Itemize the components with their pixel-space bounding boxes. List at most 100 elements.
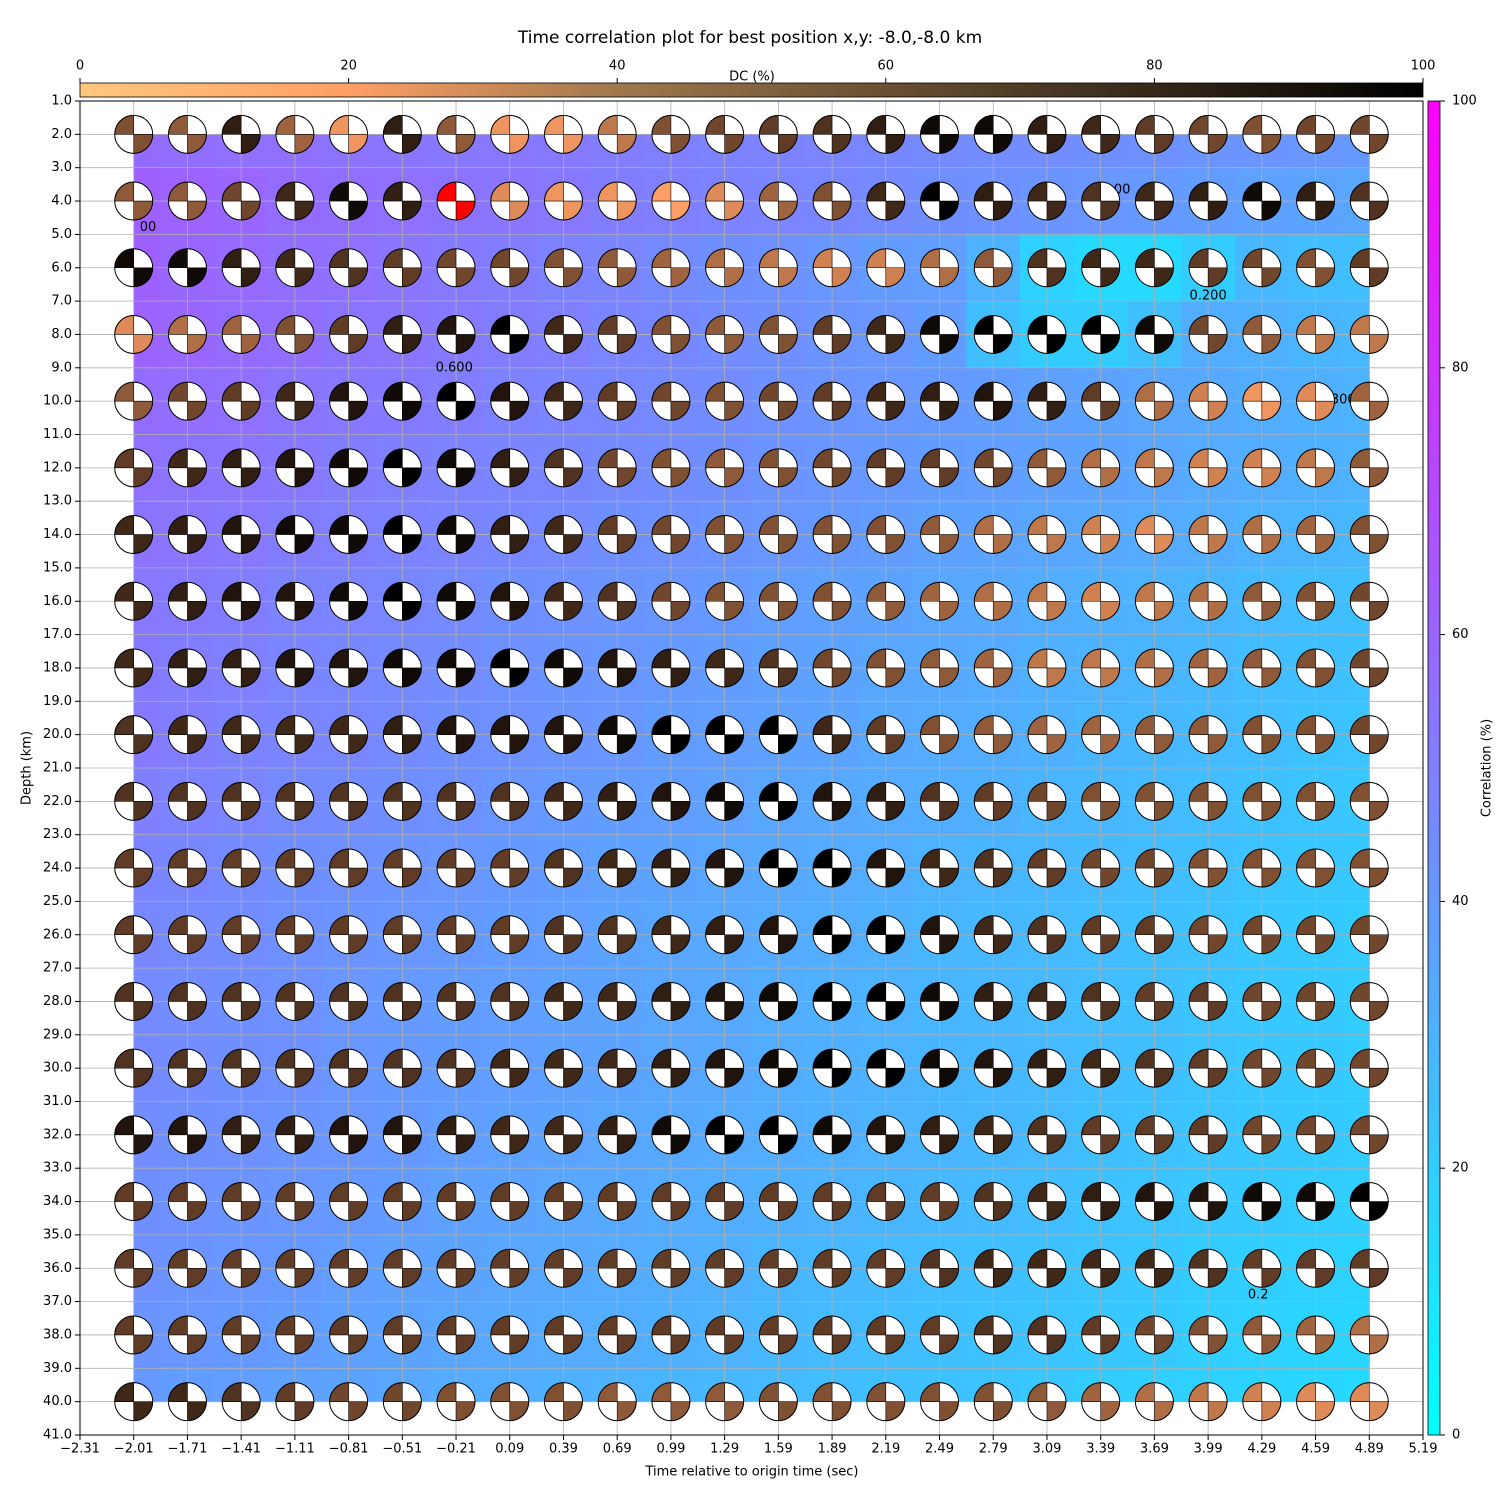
beachball-border xyxy=(1027,314,1067,354)
x-tick-label: 4.89 xyxy=(1355,1442,1384,1457)
beachball-border xyxy=(705,1248,745,1288)
beachball-border xyxy=(705,1382,745,1422)
beachball-border xyxy=(167,314,207,354)
beachball-border xyxy=(705,1315,745,1355)
y-tick-label: 27.0 xyxy=(43,961,72,976)
beachball-border xyxy=(973,381,1013,421)
beachball-border xyxy=(597,1248,637,1288)
beachball-border xyxy=(1081,848,1121,888)
beachball-border xyxy=(436,314,476,354)
beachball-border xyxy=(1296,515,1336,555)
beachball-border xyxy=(275,981,315,1021)
beachball-border xyxy=(705,781,745,821)
beachball-border xyxy=(1349,1048,1389,1088)
beachball-border xyxy=(221,648,261,688)
beachball-border xyxy=(1134,1382,1174,1422)
beachball-border xyxy=(1242,648,1282,688)
beachball-border xyxy=(812,981,852,1021)
beachball-border xyxy=(1188,181,1228,221)
x-tick-label: 1.29 xyxy=(710,1442,739,1457)
beachball-border xyxy=(543,248,583,288)
beachball-border xyxy=(651,1315,691,1355)
beachball-border xyxy=(329,1115,369,1155)
beachball-border xyxy=(436,114,476,154)
beachball-border xyxy=(436,915,476,955)
beachball-border xyxy=(1242,715,1282,755)
beachball-border xyxy=(866,1382,906,1422)
beachball-border xyxy=(1081,181,1121,221)
beachball-border xyxy=(597,1315,637,1355)
beachball-border xyxy=(758,181,798,221)
beachball-border xyxy=(543,181,583,221)
beachball-border xyxy=(382,1248,422,1288)
beachball-border xyxy=(490,781,530,821)
beachball-border xyxy=(221,181,261,221)
y-tick-label: 10.0 xyxy=(43,394,72,409)
x-tick-label: 3.69 xyxy=(1140,1442,1169,1457)
beachball-border xyxy=(221,515,261,555)
dc-colorbar-label: DC (%) xyxy=(729,70,775,85)
beachball-border xyxy=(221,381,261,421)
beachball-border xyxy=(329,848,369,888)
beachball-border xyxy=(382,381,422,421)
beachball-border xyxy=(1296,448,1336,488)
y-tick-label: 34.0 xyxy=(43,1194,72,1209)
beachball-border xyxy=(329,981,369,1021)
x-tick-label: 2.49 xyxy=(925,1442,954,1457)
beachball-border xyxy=(382,981,422,1021)
beachball-border xyxy=(1188,448,1228,488)
beachball-border xyxy=(920,114,960,154)
beachball-border xyxy=(1134,848,1174,888)
beachball-border xyxy=(1027,648,1067,688)
beachball-border xyxy=(275,915,315,955)
beachball-border xyxy=(866,381,906,421)
beachball-border xyxy=(1027,381,1067,421)
beachball-border xyxy=(1027,114,1067,154)
beachball-border xyxy=(920,715,960,755)
beachball-border xyxy=(329,1315,369,1355)
beachball-border xyxy=(651,114,691,154)
beachball-border xyxy=(436,181,476,221)
beachball-border xyxy=(436,715,476,755)
beachball-border xyxy=(275,1048,315,1088)
beachball-border xyxy=(812,781,852,821)
beachball-border xyxy=(597,114,637,154)
beachball-border xyxy=(705,981,745,1021)
beachball-border xyxy=(758,848,798,888)
x-tick-label: −1.41 xyxy=(221,1442,261,1457)
beachball-border xyxy=(866,1182,906,1222)
beachball-border xyxy=(1027,515,1067,555)
beachball-border xyxy=(167,981,207,1021)
beachball-border xyxy=(114,581,154,621)
beachball-border xyxy=(329,781,369,821)
beachball-border xyxy=(1188,248,1228,288)
beachball-border xyxy=(436,581,476,621)
beachball-border xyxy=(1242,515,1282,555)
beachball-border xyxy=(1081,915,1121,955)
beachball-border xyxy=(597,581,637,621)
beachball-border xyxy=(920,248,960,288)
colorbar-tick-label: 20 xyxy=(1452,1161,1469,1176)
y-tick-label: 9.0 xyxy=(51,360,72,375)
beachball-border xyxy=(651,248,691,288)
beachball-border xyxy=(490,715,530,755)
y-tick-label: 16.0 xyxy=(43,594,72,609)
beachball-border xyxy=(597,381,637,421)
beachball-border xyxy=(973,248,1013,288)
beachball-border xyxy=(1134,1248,1174,1288)
beachball-border xyxy=(329,181,369,221)
beachball-border xyxy=(490,248,530,288)
beachball-border xyxy=(221,1182,261,1222)
beachball-border xyxy=(275,581,315,621)
beachball-border xyxy=(866,181,906,221)
x-tick-label: 0.99 xyxy=(656,1442,685,1457)
axes-frame xyxy=(79,100,1424,1436)
beachball-border xyxy=(275,848,315,888)
beachball-border xyxy=(1081,648,1121,688)
beachball-border xyxy=(329,915,369,955)
beachball-border xyxy=(758,581,798,621)
beachball-border xyxy=(1134,448,1174,488)
beachball-border xyxy=(1188,1248,1228,1288)
beachball-border xyxy=(812,1182,852,1222)
beachball-border xyxy=(275,314,315,354)
